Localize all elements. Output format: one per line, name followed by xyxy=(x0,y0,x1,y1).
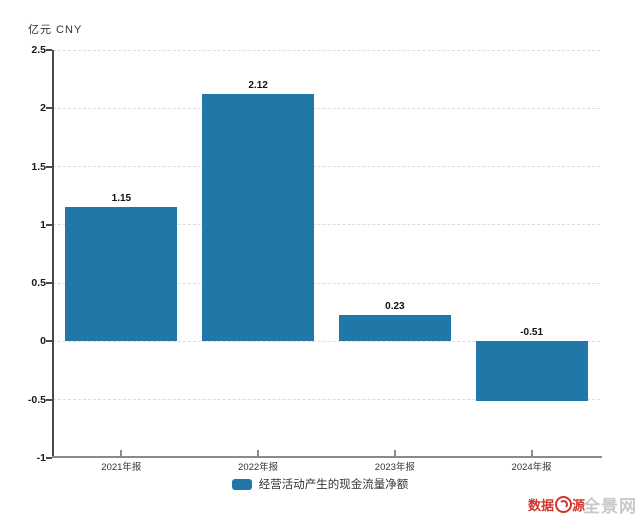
x-tick-mark xyxy=(393,450,396,456)
watermark: 数据 源 全景网 xyxy=(528,492,637,517)
x-axis-label: 2023年报 xyxy=(374,462,415,473)
grid-line xyxy=(53,340,600,342)
grid-line xyxy=(53,224,600,226)
x-axis-line xyxy=(52,456,602,458)
bar[interactable] xyxy=(65,207,178,342)
sina-eye-logo xyxy=(554,496,572,513)
watermark-site-name: 全景网 xyxy=(583,497,637,516)
grid-line xyxy=(53,399,600,401)
y-axis-line xyxy=(52,50,54,458)
bar[interactable] xyxy=(475,341,588,401)
bar-value-label: 1.15 xyxy=(111,193,132,205)
grid-line xyxy=(53,107,600,109)
bar[interactable] xyxy=(202,94,315,342)
y-tick-mark xyxy=(46,107,52,110)
y-tick-label: 1 xyxy=(40,218,46,231)
y-tick-label: 1.5 xyxy=(31,160,46,173)
x-tick-mark xyxy=(257,450,260,456)
bar-value-label: 2.12 xyxy=(248,80,268,92)
legend-label: 经营活动产生的现金流量净额 xyxy=(258,479,409,491)
x-axis-label: 2021年报 xyxy=(101,462,142,473)
y-axis-unit-label: 亿元 CNY xyxy=(28,24,83,36)
y-tick-mark xyxy=(46,282,52,285)
x-tick-mark xyxy=(120,450,123,456)
bar[interactable] xyxy=(338,314,451,342)
x-axis-label: 2024年报 xyxy=(511,462,552,473)
y-tick-label: -1 xyxy=(36,452,46,464)
y-tick-mark xyxy=(46,340,52,343)
legend: 经营活动产生的现金流量净额 xyxy=(0,476,640,492)
bar-value-label: -0.51 xyxy=(520,327,544,339)
grid-line xyxy=(53,166,600,168)
grid-line xyxy=(53,49,600,51)
watermark-text-mid: 源 xyxy=(571,498,585,513)
y-tick-label: 0 xyxy=(40,335,46,348)
y-tick-mark xyxy=(46,165,52,168)
y-tick-mark xyxy=(46,223,52,226)
x-tick-mark xyxy=(530,450,533,456)
y-tick-mark xyxy=(46,457,52,459)
grid-line xyxy=(53,282,600,284)
x-axis-label: 2022年报 xyxy=(238,462,279,473)
legend-swatch-icon xyxy=(231,478,252,490)
bar-value-label: 0.23 xyxy=(385,300,405,312)
watermark-text-left: 数据 xyxy=(527,498,554,513)
y-tick-label: 2.5 xyxy=(31,44,46,56)
y-tick-mark xyxy=(46,49,52,51)
y-tick-label: 0.5 xyxy=(31,277,46,290)
y-tick-label: 2 xyxy=(40,102,46,115)
y-tick-label: -0.5 xyxy=(27,393,46,406)
y-tick-mark xyxy=(46,398,52,401)
